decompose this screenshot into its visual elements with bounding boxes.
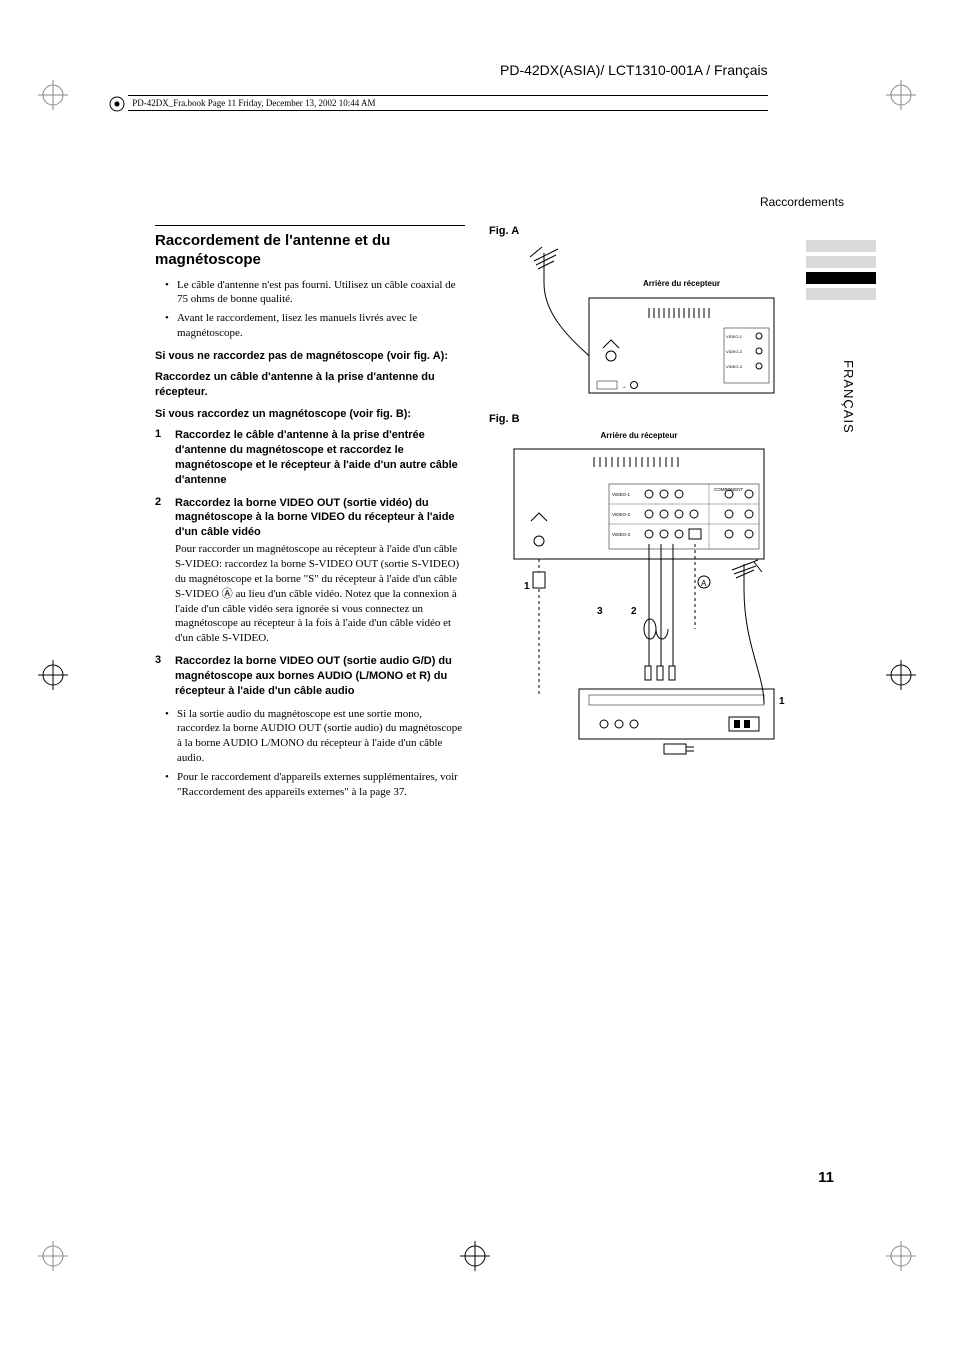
step-2-num: 2 <box>155 496 167 646</box>
svg-text:→: → <box>621 384 627 390</box>
tail-bullet-1: Si la sortie audio du magnétoscope est u… <box>177 707 465 766</box>
intro-bullet-2: Avant le raccordement, lisez les manuels… <box>177 311 465 341</box>
step-3-num: 3 <box>155 654 167 699</box>
svg-text:3: 3 <box>597 606 603 617</box>
book-line: PD-42DX_Fra.book Page 11 Friday, Decembe… <box>108 95 768 113</box>
svg-text:VIDEO-1: VIDEO-1 <box>612 492 631 497</box>
step-2-body: Pour raccorder un magnétoscope au récept… <box>175 542 465 646</box>
page: PD-42DX(ASIA)/ LCT1310-001A / Français P… <box>0 0 954 1351</box>
doc-header: PD-42DX(ASIA)/ LCT1310-001A / Français <box>500 62 768 78</box>
crop-mark-tr <box>886 80 916 110</box>
step-3: 3 Raccordez la borne VIDEO OUT (sortie a… <box>155 654 465 699</box>
svg-text:VIDEO-1: VIDEO-1 <box>726 334 743 339</box>
figure-a: Fig. A <box>489 225 789 393</box>
crop-mark-tl <box>38 80 68 110</box>
svg-text:1: 1 <box>524 581 530 592</box>
intro-bullets: Le câble d'antenne n'est pas fourni. Uti… <box>155 278 465 341</box>
no-vcr-label: Si vous ne raccordez pas de magnétoscope… <box>155 349 465 364</box>
figure-b-label: Fig. B <box>489 413 789 425</box>
svg-text:2: 2 <box>631 606 637 617</box>
crop-mark-bl <box>38 1241 68 1271</box>
crop-mark-mr <box>886 660 916 690</box>
svg-text:VIDEO-2: VIDEO-2 <box>726 349 743 354</box>
figure-b: Fig. B Arrière du récepteur <box>489 413 789 764</box>
step-2-head: Raccordez la borne VIDEO OUT (sortie vid… <box>175 496 465 541</box>
steps-list: 1 Raccordez le câble d'antenne à la pris… <box>155 428 465 698</box>
fig-b-caption-text: Arrière du récepteur <box>489 431 789 440</box>
side-language: FRANÇAIS <box>841 360 856 434</box>
step-1: 1 Raccordez le câble d'antenne à la pris… <box>155 428 465 487</box>
with-vcr-label: Si vous raccordez un magnétoscope (voir … <box>155 407 465 422</box>
right-column: Fig. A <box>489 225 789 808</box>
left-column: Raccordement de l'antenne et du magnétos… <box>155 225 465 808</box>
content-area: Raccordement de l'antenne et du magnétos… <box>155 225 795 808</box>
step-2: 2 Raccordez la borne VIDEO OUT (sortie v… <box>155 496 465 646</box>
side-tab-4 <box>806 288 876 300</box>
side-tabs <box>806 240 876 304</box>
figure-a-label: Fig. A <box>489 225 789 237</box>
book-line-text: PD-42DX_Fra.book Page 11 Friday, Decembe… <box>128 95 768 111</box>
section-title: Raccordement de l'antenne et du magnétos… <box>155 232 465 270</box>
svg-text:A: A <box>701 579 707 588</box>
intro-bullet-1: Le câble d'antenne n'est pas fourni. Uti… <box>177 278 465 308</box>
fig-a-caption-text: Arrière du récepteur <box>609 279 754 288</box>
svg-text:1: 1 <box>779 696 785 707</box>
svg-text:VIDEO-3: VIDEO-3 <box>726 364 743 369</box>
section-label: Raccordements <box>760 195 844 209</box>
crop-mark-cb <box>460 1241 490 1271</box>
step-1-head: Raccordez le câble d'antenne à la prise … <box>175 428 465 487</box>
crop-mark-ml <box>38 660 68 690</box>
side-tab-2 <box>806 256 876 268</box>
tail-bullet-2: Pour le raccordement d'appareils externe… <box>177 770 465 800</box>
side-tab-3 <box>806 272 876 284</box>
svg-text:VIDEO-2: VIDEO-2 <box>612 512 631 517</box>
figure-b-svg: VIDEO-1 VIDEO-2 VIDEO-3 COMPONENT <box>489 444 789 764</box>
svg-text:VIDEO-3: VIDEO-3 <box>612 532 631 537</box>
figure-a-svg: VIDEO-1 VIDEO-2 VIDEO-3 → <box>489 243 789 398</box>
side-tab-1 <box>806 240 876 252</box>
no-vcr-text: Raccordez un câble d'antenne à la prise … <box>155 370 465 400</box>
page-number: 11 <box>818 1169 834 1186</box>
tail-bullets: Si la sortie audio du magnétoscope est u… <box>155 707 465 800</box>
step-3-head: Raccordez la borne VIDEO OUT (sortie aud… <box>175 654 465 699</box>
step-1-num: 1 <box>155 428 167 487</box>
crop-mark-br <box>886 1241 916 1271</box>
svg-text:COMPONENT: COMPONENT <box>714 487 744 492</box>
